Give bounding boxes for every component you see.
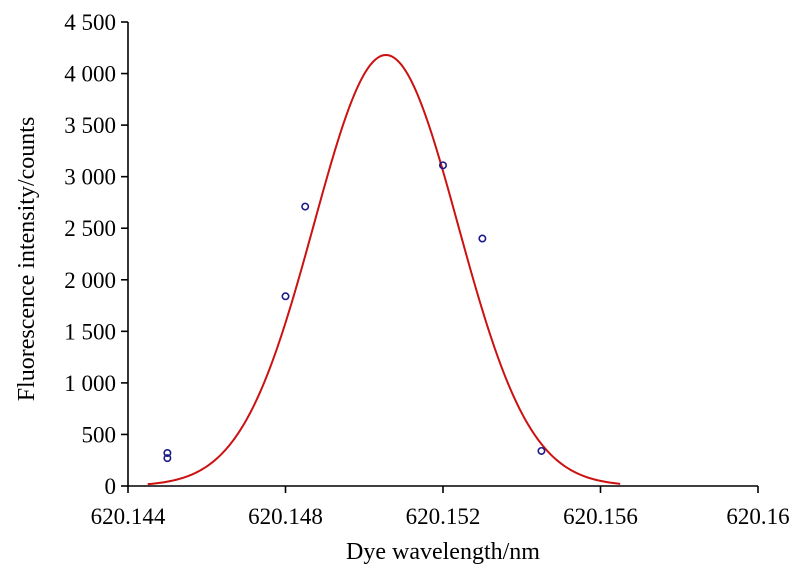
data-point — [537, 446, 546, 455]
data-point — [163, 449, 172, 458]
y-tick-label: 500 — [82, 422, 117, 447]
y-tick-label: 4 000 — [64, 62, 116, 87]
x-tick-label: 620.156 — [563, 504, 638, 529]
x-tick-label: 620.152 — [406, 504, 481, 529]
y-tick-label: 1 500 — [64, 319, 116, 344]
fit-curve-layer — [147, 53, 621, 486]
y-tick-label: 3 000 — [64, 165, 116, 190]
data-point — [281, 292, 290, 301]
x-tick-label: 620.16 — [726, 504, 789, 529]
x-ticks: 620.144 620.148 620.152 620.156 620.16 — [91, 486, 790, 529]
y-tick-label: 3 500 — [64, 113, 116, 138]
x-tick-label: 620.148 — [248, 504, 323, 529]
y-tick-label: 2 000 — [64, 268, 116, 293]
y-tick-label: 0 — [105, 474, 117, 499]
data-point — [301, 202, 310, 211]
y-tick-label: 1 000 — [64, 371, 116, 396]
y-tick-label: 4 500 — [64, 10, 116, 35]
axes — [127, 22, 758, 487]
fit-curve — [147, 53, 621, 486]
data-points-layer — [163, 161, 546, 463]
y-ticks: 0 500 1 000 1 500 2 000 2 500 3 000 3 500 4 000 4… — [64, 10, 128, 499]
data-point — [478, 234, 487, 243]
x-tick-label: 620.144 — [91, 504, 166, 529]
y-tick-label: 2 500 — [64, 216, 116, 241]
data-point — [163, 454, 172, 463]
x-axis-title: Dye wavelength/nm — [346, 539, 540, 565]
y-axis-title: Fluorescence intensity/counts — [14, 117, 40, 402]
data-point — [438, 161, 447, 170]
